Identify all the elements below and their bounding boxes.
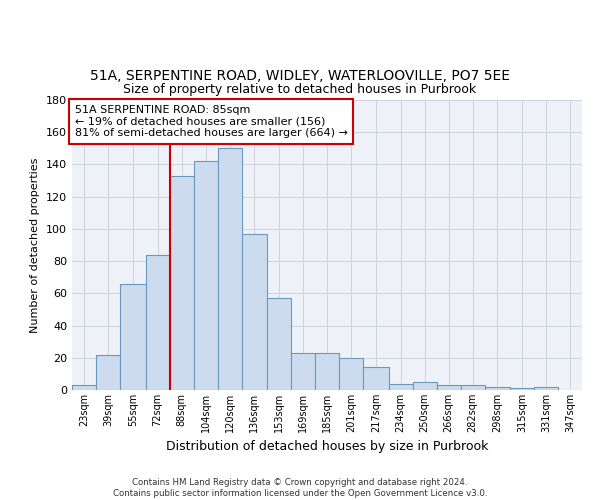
- Text: Contains HM Land Registry data © Crown copyright and database right 2024.
Contai: Contains HM Land Registry data © Crown c…: [113, 478, 487, 498]
- Bar: [413, 382, 437, 390]
- Y-axis label: Number of detached properties: Number of detached properties: [31, 158, 40, 332]
- Bar: [72, 385, 96, 390]
- Bar: [389, 384, 413, 390]
- Bar: [120, 284, 146, 390]
- Bar: [241, 234, 267, 390]
- Text: 51A SERPENTINE ROAD: 85sqm
← 19% of detached houses are smaller (156)
81% of sem: 51A SERPENTINE ROAD: 85sqm ← 19% of deta…: [75, 105, 348, 138]
- Bar: [291, 353, 315, 390]
- Bar: [315, 353, 339, 390]
- Bar: [510, 388, 534, 390]
- Bar: [267, 298, 291, 390]
- Bar: [193, 161, 218, 390]
- Bar: [437, 385, 461, 390]
- Text: Size of property relative to detached houses in Purbrook: Size of property relative to detached ho…: [124, 83, 476, 96]
- Bar: [218, 148, 241, 390]
- Bar: [485, 387, 510, 390]
- Bar: [96, 354, 120, 390]
- Bar: [339, 358, 363, 390]
- Bar: [534, 387, 558, 390]
- Bar: [146, 254, 170, 390]
- Bar: [461, 385, 485, 390]
- Text: 51A, SERPENTINE ROAD, WIDLEY, WATERLOOVILLE, PO7 5EE: 51A, SERPENTINE ROAD, WIDLEY, WATERLOOVI…: [90, 68, 510, 82]
- Bar: [170, 176, 193, 390]
- X-axis label: Distribution of detached houses by size in Purbrook: Distribution of detached houses by size …: [166, 440, 488, 454]
- Bar: [363, 368, 389, 390]
